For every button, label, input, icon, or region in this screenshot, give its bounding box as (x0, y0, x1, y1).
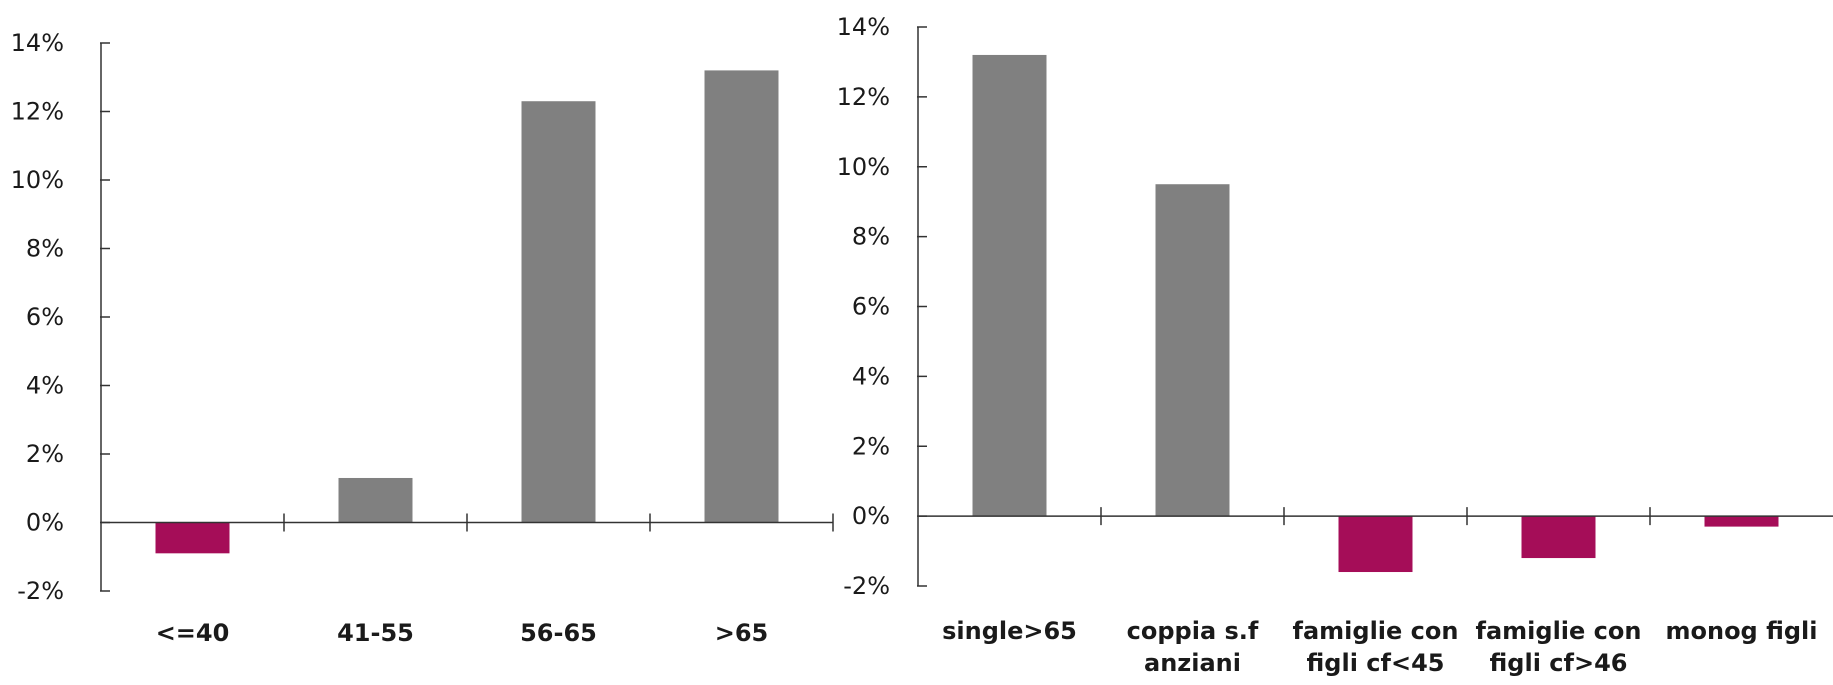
right-y-tick-label: -2% (843, 572, 890, 600)
left-y-tick-label: 4% (26, 372, 64, 400)
right-bar (1155, 184, 1230, 517)
left-y-tick-label: 2% (26, 440, 64, 468)
left-y-tick-label: -2% (17, 577, 64, 605)
right-category-label: famiglie con figli cf>46 (1476, 617, 1642, 677)
left-category-label: >65 (715, 619, 769, 647)
right-y-tick-label: 2% (852, 432, 890, 460)
left-y-tick-label: 12% (11, 98, 64, 126)
right-category-label: monog figli (1665, 617, 1817, 645)
left-y-tick-label: 0% (26, 509, 64, 537)
right-y-tick-label: 6% (852, 293, 890, 321)
right-y-tick-label: 12% (837, 83, 890, 111)
right-category-label: famiglie con figli cf<45 (1293, 617, 1459, 677)
right-y-tick-label: 8% (852, 223, 890, 251)
left-bar (155, 522, 230, 554)
left-category-label: <=40 (156, 619, 230, 647)
left-category-label: 56-65 (520, 619, 597, 647)
left-bar (521, 101, 596, 523)
left-y-tick-label: 8% (26, 235, 64, 263)
right-y-tick-label: 10% (837, 153, 890, 181)
right-bar (1521, 516, 1596, 559)
left-bar (338, 477, 413, 523)
right-y-tick-label: 4% (852, 362, 890, 390)
right-y-tick-label: 0% (852, 502, 890, 530)
right-bar (1704, 516, 1779, 527)
left-y-tick-label: 6% (26, 303, 64, 331)
left-category-label: 41-55 (337, 619, 414, 647)
right-bar (1338, 516, 1413, 573)
left-y-tick-label: 14% (11, 29, 64, 57)
left-y-tick-label: 10% (11, 166, 64, 194)
right-category-label: single>65 (942, 617, 1077, 645)
right-bar (972, 54, 1047, 517)
left-bar (704, 70, 779, 523)
right-category-label: coppia s.f anziani (1127, 617, 1259, 677)
right-y-tick-label: 14% (837, 13, 890, 41)
